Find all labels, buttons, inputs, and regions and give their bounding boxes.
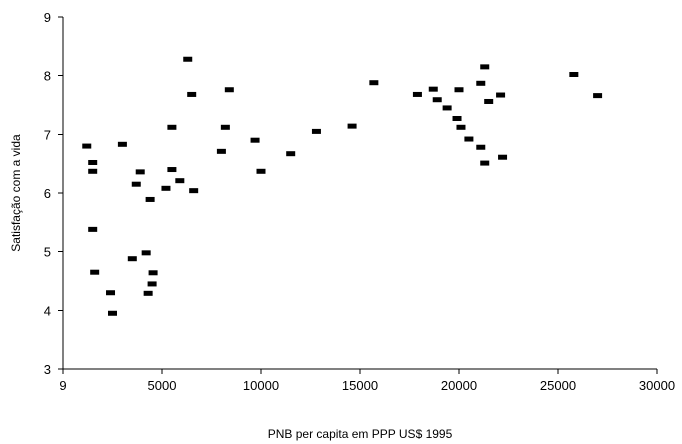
data-point [452, 115, 462, 121]
x-axis-ticks: 9 5000 10000 15000 20000 25000 30000 [59, 369, 675, 393]
y-tick-label: 5 [44, 245, 51, 260]
data-point [127, 256, 137, 262]
data-point [369, 80, 379, 86]
y-tick-label: 4 [44, 303, 51, 318]
x-axis-label: PNB per capita em PPP US$ 1995 [268, 427, 453, 441]
data-point [189, 188, 199, 194]
data-point [428, 86, 438, 92]
y-axis-label: Satisfação com a vida [9, 134, 23, 252]
data-point [442, 105, 452, 111]
y-tick-label: 3 [44, 362, 51, 377]
data-point [250, 137, 260, 143]
data-point [141, 250, 151, 256]
data-point [216, 148, 226, 154]
data-point [412, 91, 422, 97]
x-tick-label: 15000 [342, 378, 378, 393]
data-point [106, 290, 116, 296]
data-point [476, 144, 486, 150]
data-point [88, 159, 98, 165]
data-point [476, 80, 486, 86]
data-point [496, 92, 506, 98]
x-tick-label: 25000 [540, 378, 576, 393]
data-point [484, 98, 494, 104]
data-point [256, 168, 266, 174]
data-point [90, 269, 100, 275]
data-point [311, 128, 321, 134]
data-point [161, 185, 171, 191]
data-point [82, 143, 92, 149]
data-point [108, 310, 117, 316]
data-point [456, 124, 466, 130]
data-point [143, 290, 153, 296]
x-tick-label: 9 [59, 378, 66, 393]
data-point [454, 87, 464, 93]
axes [62, 17, 657, 370]
data-point [88, 168, 98, 174]
x-tick-label: 5000 [148, 378, 177, 393]
y-tick-label: 9 [44, 10, 51, 25]
data-point [88, 226, 98, 232]
data-point [135, 169, 145, 175]
data-point [224, 87, 234, 93]
data-point [593, 93, 603, 99]
data-point [347, 123, 357, 129]
y-axis-ticks: 3 4 5 6 7 8 9 [44, 10, 63, 377]
data-point [147, 281, 157, 287]
data-point [464, 136, 474, 142]
x-tick-label: 20000 [441, 378, 477, 393]
data-point [498, 154, 508, 160]
x-tick-label: 30000 [639, 378, 675, 393]
y-tick-label: 7 [44, 127, 51, 142]
data-point [117, 141, 127, 147]
data-point [187, 91, 197, 97]
data-point [480, 64, 490, 70]
data-point [148, 270, 158, 276]
data-point [145, 196, 155, 202]
x-tick-label: 10000 [243, 378, 279, 393]
data-point [183, 56, 193, 62]
data-point [167, 167, 177, 173]
data-point [220, 124, 230, 130]
data-point [432, 97, 442, 103]
data-points [82, 56, 603, 316]
data-point [131, 181, 141, 187]
data-point [175, 178, 185, 184]
data-point [480, 160, 490, 166]
data-point [286, 151, 296, 157]
y-tick-label: 6 [44, 186, 51, 201]
y-tick-label: 8 [44, 69, 51, 84]
data-point [167, 124, 177, 130]
data-point [569, 71, 579, 77]
